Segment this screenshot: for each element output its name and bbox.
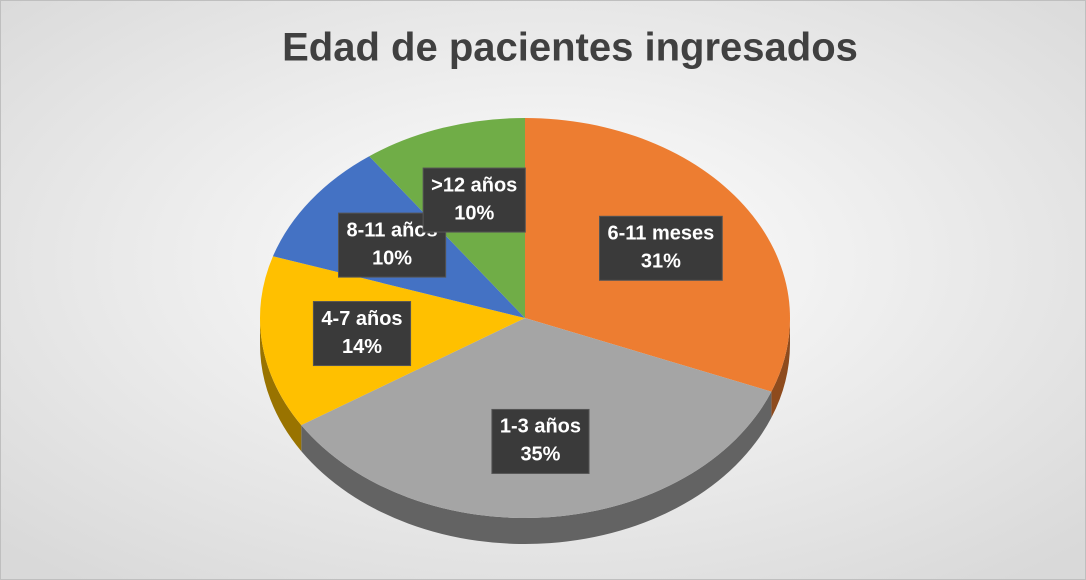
- value-label: 35%: [520, 444, 560, 466]
- value-label: 10%: [454, 202, 494, 224]
- label-box: [491, 408, 590, 474]
- value-label: 14%: [342, 336, 382, 358]
- chart-title: Edad de pacientes ingresados: [282, 26, 858, 70]
- value-label: 10%: [372, 247, 412, 269]
- category-label: 4-7 años: [321, 308, 402, 330]
- label-box: [599, 215, 723, 281]
- category-label: >12 años: [431, 174, 517, 196]
- slice-side: [301, 391, 772, 544]
- label-box: [422, 167, 526, 233]
- slice-side: [260, 318, 302, 452]
- category-label: 8-11 años: [346, 219, 437, 241]
- slice-side: [771, 318, 790, 418]
- labels: 6-11 meses 31% 1-3 años 35% 4-7 años 14% 8-11 …: [312, 167, 723, 474]
- label-box: [312, 301, 412, 367]
- category-label: 6-11 meses: [608, 223, 715, 245]
- category-label: 1-3 años: [500, 416, 581, 438]
- value-label: 31%: [641, 251, 681, 273]
